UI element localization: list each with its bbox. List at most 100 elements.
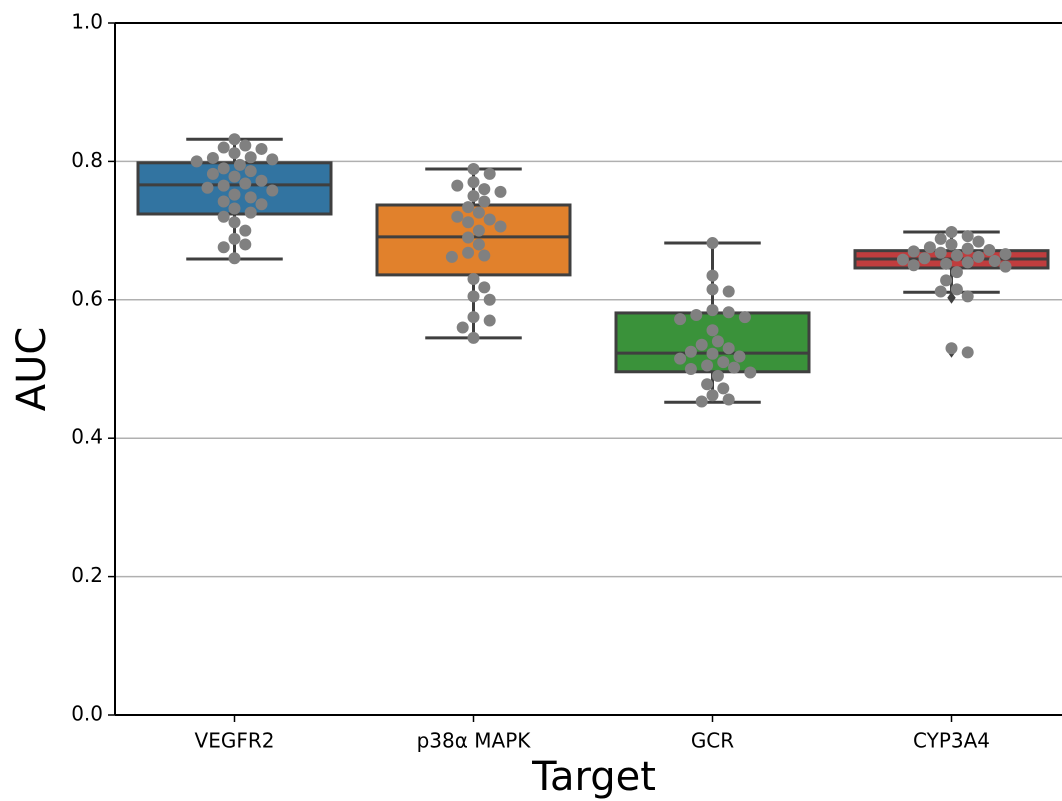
- x-tick-label: VEGFR2: [195, 729, 275, 753]
- data-point: [934, 285, 947, 298]
- data-point: [228, 170, 241, 183]
- data-point: [467, 290, 480, 303]
- data-point: [462, 246, 475, 259]
- data-point: [244, 165, 257, 178]
- data-point: [228, 232, 241, 245]
- data-point: [217, 241, 230, 254]
- data-point: [451, 210, 464, 223]
- data-point: [706, 347, 719, 360]
- data-point: [478, 281, 491, 294]
- data-point: [733, 350, 746, 363]
- data-point: [923, 241, 936, 254]
- y-tick-label: 0.0: [71, 702, 103, 726]
- data-point: [483, 213, 496, 226]
- data-point: [706, 324, 719, 337]
- x-tick-label: p38α MAPK: [417, 729, 532, 753]
- data-point: [244, 151, 257, 164]
- data-point: [674, 313, 687, 326]
- y-axis-label: AUC: [9, 327, 55, 412]
- data-point: [228, 188, 241, 201]
- data-point: [228, 133, 241, 146]
- data-point: [217, 141, 230, 154]
- data-point: [717, 356, 730, 369]
- y-tick-label: 1.0: [71, 10, 103, 34]
- data-point: [961, 242, 974, 255]
- x-tick-label: GCR: [691, 729, 734, 753]
- data-point: [701, 359, 714, 372]
- data-point: [999, 248, 1012, 261]
- data-point: [961, 290, 974, 303]
- data-point: [255, 198, 268, 211]
- data-point: [451, 179, 464, 192]
- data-point: [945, 342, 958, 355]
- data-point: [456, 321, 469, 334]
- data-point: [695, 395, 708, 408]
- data-point: [722, 285, 735, 298]
- data-point: [940, 257, 953, 270]
- data-point: [945, 238, 958, 251]
- data-point: [467, 273, 480, 286]
- data-point: [988, 255, 1001, 268]
- data-point: [722, 342, 735, 355]
- data-point: [950, 249, 963, 262]
- data-point: [706, 389, 719, 402]
- y-tick-label: 0.8: [71, 148, 103, 172]
- data-point: [472, 224, 485, 237]
- data-point: [945, 225, 958, 238]
- data-point: [266, 184, 279, 197]
- data-point: [950, 266, 963, 279]
- data-point: [744, 366, 757, 379]
- data-point: [478, 183, 491, 196]
- data-point: [717, 382, 730, 395]
- data-point: [483, 167, 496, 180]
- data-point: [445, 250, 458, 263]
- data-point: [701, 378, 714, 391]
- data-point: [239, 177, 252, 190]
- data-point: [467, 331, 480, 344]
- data-point: [711, 335, 724, 348]
- data-point: [472, 238, 485, 251]
- outlier: [947, 291, 956, 304]
- data-point: [706, 237, 719, 250]
- data-point: [217, 195, 230, 208]
- data-point: [907, 245, 920, 258]
- data-point: [972, 235, 985, 248]
- data-point: [217, 162, 230, 175]
- data-point: [934, 246, 947, 259]
- data-point: [684, 345, 697, 358]
- data-point: [728, 361, 741, 374]
- x-axis-label: Target: [531, 754, 656, 800]
- data-point: [738, 311, 751, 324]
- data-point: [467, 311, 480, 324]
- data-point: [940, 274, 953, 287]
- data-point: [722, 393, 735, 406]
- data-point: [695, 338, 708, 351]
- data-point: [462, 231, 475, 244]
- data-point: [706, 269, 719, 282]
- data-point: [690, 309, 703, 322]
- data-point: [467, 163, 480, 176]
- data-point: [722, 306, 735, 319]
- data-point: [684, 363, 697, 375]
- data-point: [206, 151, 219, 164]
- data-point: [244, 191, 257, 204]
- data-point: [467, 190, 480, 202]
- data-point: [494, 185, 507, 198]
- data-point: [266, 153, 279, 166]
- data-point: [244, 206, 257, 219]
- data-point: [483, 293, 496, 306]
- data-point: [983, 243, 996, 256]
- data-point: [206, 167, 219, 180]
- data-point: [467, 176, 480, 189]
- data-point: [239, 238, 252, 251]
- data-point: [896, 253, 909, 266]
- data-point: [674, 352, 687, 365]
- data-point: [233, 158, 246, 171]
- data-point: [999, 260, 1012, 273]
- data-point: [217, 179, 230, 192]
- data-point: [706, 283, 719, 296]
- data-point: [478, 195, 491, 208]
- data-point: [706, 304, 719, 317]
